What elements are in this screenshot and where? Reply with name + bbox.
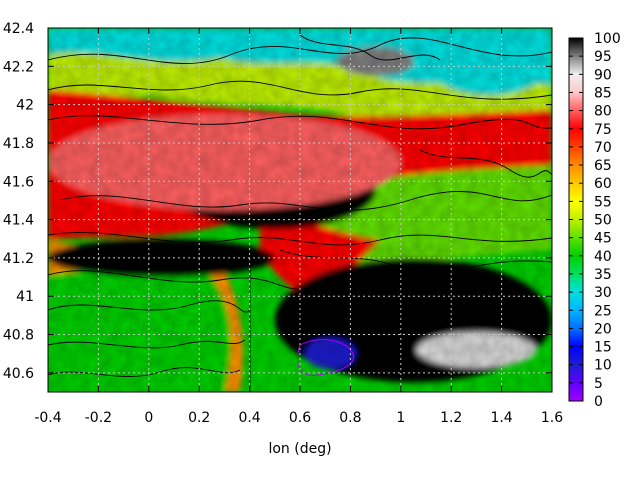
y-tick-label: 42.2 [3, 59, 34, 75]
y-tick-label: 41 [16, 289, 34, 305]
x-tick-label: 0.8 [339, 410, 361, 426]
colorbar-tick-label: 30 [594, 285, 612, 301]
colorbar-tick-label: 20 [594, 321, 612, 337]
colorbar-tick-label: 5 [594, 376, 603, 392]
x-tick-label: 0.2 [188, 410, 210, 426]
x-tick-label: 1.2 [440, 410, 462, 426]
colorbar-tick-label: 50 [594, 213, 612, 229]
colorbar-tick-label: 45 [594, 231, 612, 247]
colorbar-tick-label: 100 [594, 31, 621, 47]
x-tick-label: -0.4 [34, 410, 61, 426]
y-tick-label: 41.8 [3, 136, 34, 152]
colorbar-tick-label: 70 [594, 140, 612, 156]
colorbar-tick-label: 90 [594, 67, 612, 83]
x-tick-label: 0 [144, 410, 153, 426]
x-tick-label: -0.2 [85, 410, 112, 426]
colorbar-tick-label: 25 [594, 303, 612, 319]
x-tick-label: 0.4 [238, 410, 260, 426]
y-tick-label: 41.4 [3, 213, 34, 229]
x-axis-label: lon (deg) [268, 441, 331, 457]
y-tick-labels: 40.6 40.8 41 41.2 41.4 41.6 41.8 42 42.2 42.4 [3, 21, 34, 382]
y-tick-label: 40.6 [3, 366, 34, 382]
y-tick-label: 41.6 [3, 174, 34, 190]
y-tick-label: 42.4 [3, 21, 34, 37]
x-tick-label: 1.6 [541, 410, 563, 426]
colorbar-ticks [569, 37, 583, 402]
colorbar-tick-label: 75 [594, 122, 612, 138]
x-tick-label: 1.4 [490, 410, 512, 426]
colorbar-tick-label: 80 [594, 104, 612, 120]
colorbar-tick-label: 85 [594, 85, 612, 101]
y-tick-label: 40.8 [3, 328, 34, 344]
x-tick-labels: -0.4 -0.2 0 0.2 0.4 0.6 0.8 1 1.2 1.4 1.6 [34, 410, 563, 426]
x-tick-label: 1 [396, 410, 405, 426]
colorbar-tick-label: 95 [594, 49, 612, 65]
y-tick-label: 42 [16, 98, 34, 114]
y-tick-label: 41.2 [3, 251, 34, 267]
colorbar-tick-label: 35 [594, 267, 612, 283]
grid-lines [48, 28, 552, 392]
colorbar: 0 5 10 15 20 25 30 35 40 45 50 55 60 65 70 75 80 85 90 95 10… [568, 31, 621, 410]
colorbar-tick-label: 60 [594, 176, 612, 192]
colorbar-tick-label: 15 [594, 340, 612, 356]
plot-area [48, 28, 552, 392]
colorbar-tick-label: 65 [594, 158, 612, 174]
contour-lines [48, 34, 552, 392]
x-tick-label: 0.6 [289, 410, 311, 426]
colorbar-tick-label: 10 [594, 358, 612, 374]
colorbar-tick-label: 55 [594, 194, 612, 210]
axis-ticks [47, 27, 553, 392]
colorbar-tick-labels: 0 5 10 15 20 25 30 35 40 45 50 55 60 65 70 75 80 85 90 95 10… [594, 31, 621, 410]
colorbar-tick-label: 40 [594, 249, 612, 265]
colorbar-tick-label: 0 [594, 394, 603, 410]
